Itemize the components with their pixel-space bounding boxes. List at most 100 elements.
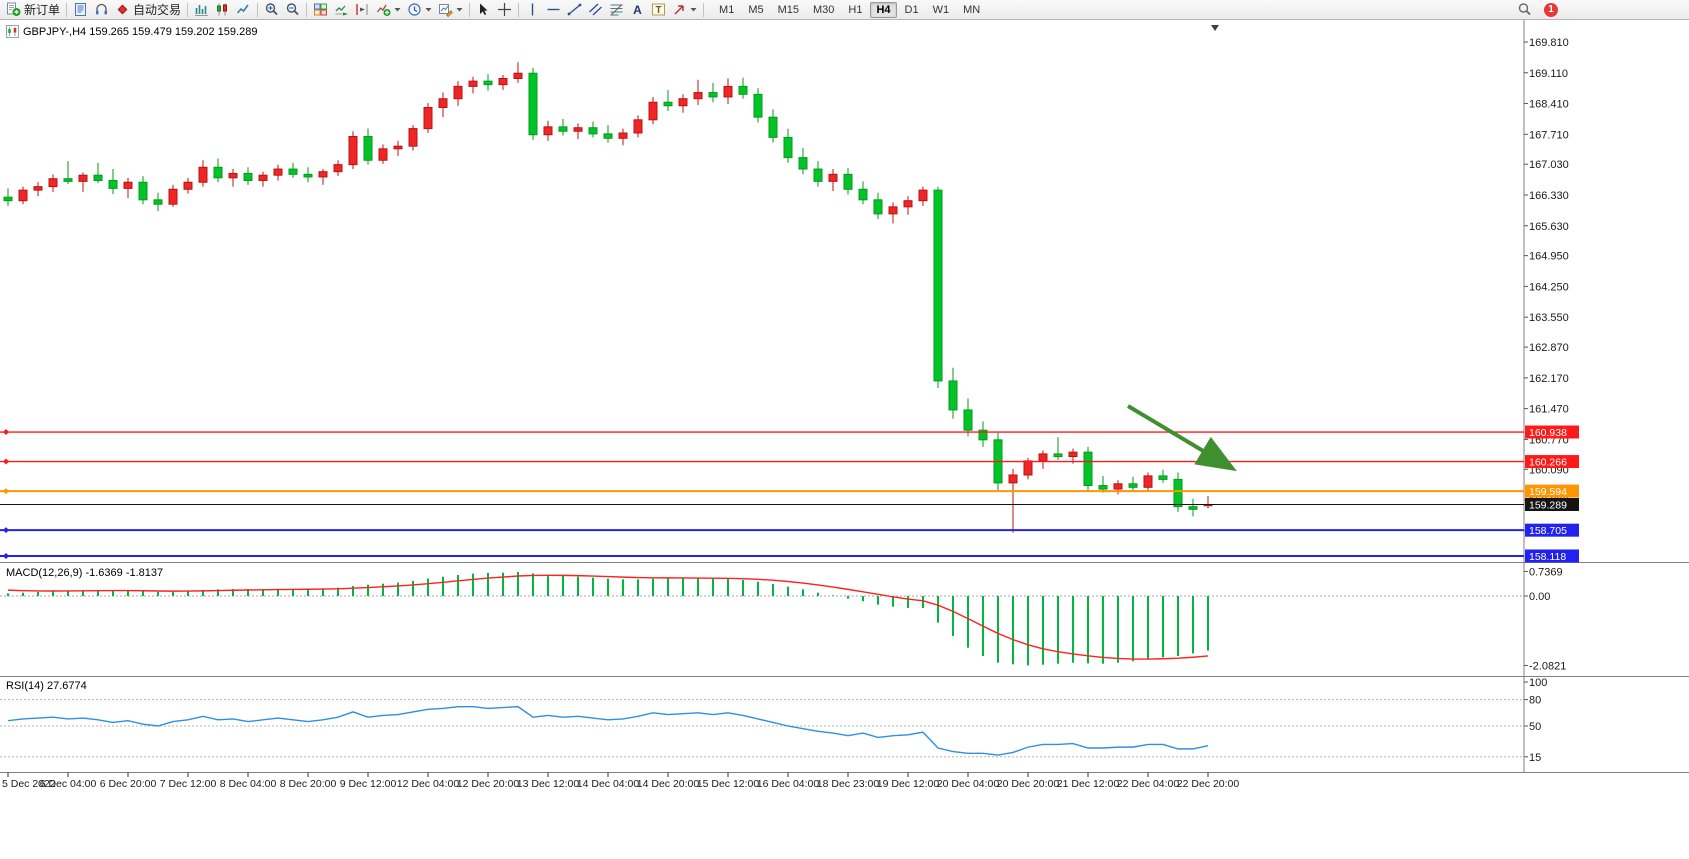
- vertical-line-button[interactable]: [522, 1, 543, 19]
- arrow-annotation[interactable]: [1126, 404, 1237, 472]
- candle-body: [453, 85, 463, 100]
- candlestick-chart-button[interactable]: [212, 1, 233, 19]
- candle-body: [363, 136, 373, 161]
- price-line-box: [1525, 549, 1579, 563]
- price-scale-label: 164.250: [1529, 281, 1569, 293]
- price-line-handle[interactable]: [3, 552, 9, 559]
- headset-button[interactable]: [91, 1, 112, 19]
- candle-body: [813, 168, 823, 182]
- candle-body: [618, 132, 628, 139]
- price-scale-label: 169.110: [1529, 68, 1568, 80]
- fibonacci-button[interactable]: [606, 1, 627, 19]
- periods-button[interactable]: [404, 1, 435, 19]
- headset-icon: [96, 3, 108, 15]
- auto-scroll-button[interactable]: [331, 1, 352, 19]
- candle-body: [663, 101, 673, 107]
- macd-scale-label: 0.7369: [1529, 566, 1563, 578]
- candle-body: [183, 181, 193, 190]
- line-chart-button[interactable]: [233, 1, 254, 19]
- price-line-handle[interactable]: [3, 527, 9, 534]
- timeframe-button-w1[interactable]: W1: [932, 3, 950, 16]
- bar-chart-button[interactable]: [191, 1, 212, 19]
- candle-body: [633, 119, 643, 134]
- search-button[interactable]: [1514, 1, 1535, 19]
- price-line-box-label: 158.118: [1529, 551, 1566, 563]
- time-axis-label: 6 Dec 20:00: [100, 778, 157, 790]
- vertical-line-icon: [531, 3, 534, 16]
- chart-shift-button[interactable]: [352, 1, 373, 19]
- zoom-in-button[interactable]: [261, 1, 282, 19]
- cursor-button[interactable]: [473, 1, 494, 19]
- rsi-scale-label: 80: [1529, 695, 1541, 707]
- trendline-icon: [567, 3, 582, 16]
- trendline-button[interactable]: [564, 1, 585, 19]
- chart-shift-marker[interactable]: [1211, 25, 1219, 31]
- time-axis-label: 19 Dec 12:00: [877, 778, 940, 790]
- price-scale-label: 165.630: [1529, 221, 1569, 233]
- price-line-box-label: 159.289: [1529, 500, 1567, 512]
- horizontal-line-icon: [547, 8, 560, 11]
- auto-scroll-icon: [335, 5, 349, 16]
- new-order-icon: [7, 2, 21, 16]
- candle-body: [903, 200, 913, 208]
- notification-badge[interactable]: 1: [1544, 2, 1558, 17]
- candle-body: [858, 188, 868, 201]
- new-order-button[interactable]: 新订单: [3, 1, 63, 19]
- timeframe-button-mn[interactable]: MN: [963, 3, 981, 16]
- candle-body: [138, 181, 148, 201]
- timeframe-button-h4[interactable]: H4: [870, 1, 897, 18]
- channel-icon: [589, 3, 602, 16]
- candle-body: [708, 92, 718, 98]
- arrows-button[interactable]: [669, 1, 700, 19]
- candle-body: [408, 128, 418, 147]
- time-axis-label: 14 Dec 04:00: [577, 778, 640, 790]
- chevron-down-icon: [690, 8, 697, 12]
- timeframe-button-d1[interactable]: D1: [904, 3, 919, 16]
- candle-body: [873, 199, 883, 215]
- horizontal-line-button[interactable]: [543, 1, 564, 19]
- timeframe-button-m5[interactable]: M5: [748, 3, 764, 16]
- cursor-icon: [480, 3, 488, 15]
- fibonacci-icon: [610, 4, 623, 16]
- channel-button[interactable]: [585, 1, 606, 19]
- candle-body: [1023, 460, 1033, 476]
- templates-button[interactable]: [435, 1, 466, 19]
- price-line-handle[interactable]: [3, 488, 9, 495]
- toolbar-separator: [518, 2, 520, 17]
- candle-body: [543, 126, 553, 136]
- timeframe-button-m30[interactable]: M30: [813, 3, 835, 16]
- chart-canvas[interactable]: 169.810 169.110 168.410 167.710 167.030 166.3…: [0, 20, 1689, 859]
- candle-body: [108, 179, 118, 189]
- time-axis-label: 7 Dec 12:00: [160, 778, 217, 790]
- text-button[interactable]: A: [627, 1, 648, 19]
- toolbar-separator: [703, 2, 705, 17]
- new-order-label: 新订单: [24, 3, 61, 17]
- candle-body: [1098, 485, 1108, 490]
- candle-body: [648, 101, 658, 121]
- text-label-button[interactable]: T: [648, 1, 669, 19]
- rsi-scale-label: 50: [1529, 721, 1541, 733]
- toolbar: 新订单 自动交易: [0, 0, 1689, 20]
- tile-windows-button[interactable]: [310, 1, 331, 19]
- price-line-handle[interactable]: [3, 458, 9, 465]
- crosshair-icon: [498, 3, 512, 16]
- rsi-scale-label: 100: [1529, 677, 1547, 689]
- candle-body: [228, 172, 238, 179]
- candle-body: [843, 173, 853, 190]
- time-axis-label: 22 Dec 20:00: [1177, 778, 1240, 790]
- time-axis-label: 22 Dec 04:00: [1117, 778, 1180, 790]
- crosshair-button[interactable]: [494, 1, 515, 19]
- line-chart-icon: [236, 4, 249, 14]
- timeframe-button-m15[interactable]: M15: [777, 3, 799, 16]
- time-axis-label: 20 Dec 20:00: [997, 778, 1060, 790]
- timeframe-button-m1[interactable]: M1: [719, 3, 735, 16]
- zoom-out-button[interactable]: [282, 1, 303, 19]
- price-line-handle[interactable]: [3, 429, 9, 436]
- timeframe-button-h1[interactable]: H1: [848, 3, 863, 16]
- document-button[interactable]: [70, 1, 91, 19]
- time-axis-label: 12 Dec 04:00: [397, 778, 460, 790]
- autotrading-button[interactable]: 自动交易: [112, 1, 184, 19]
- price-line-box: [1525, 455, 1579, 469]
- indicators-button[interactable]: [373, 1, 404, 19]
